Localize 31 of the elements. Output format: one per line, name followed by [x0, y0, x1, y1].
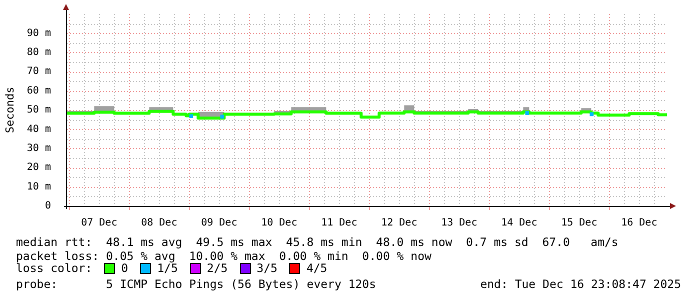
legend-label: 3/5 [256, 261, 278, 275]
text: end: Tue Dec 16 23:08:47 2025 [480, 277, 681, 291]
x-tick-label: 16 Dec [621, 218, 658, 229]
legend-label: 4/5 [306, 261, 328, 275]
legend-label: 1/5 [157, 261, 178, 275]
text: probe: 5 ICMP Echo Pings (56 Bytes) every 120s [16, 277, 376, 291]
x-tick-label: 13 Dec [441, 218, 478, 229]
y-tick-label: 80 m [26, 46, 51, 58]
x-tick-label: 07 Dec [81, 218, 118, 229]
y-tick-label: 90 m [26, 28, 51, 39]
text: median rtt: 48.1 ms avg 49.5 ms max 45.8 ms min 48.0 ms now 0.7 ms sd 67.0 am/s [16, 235, 618, 249]
text: packet loss: 0.05 % avg 10.00 % max 0.00 % min 0.00 % now [16, 249, 432, 263]
x-tick-label: 11 Dec [321, 218, 358, 229]
y-tick-label: 50 m [26, 104, 51, 116]
x-tick-label: 08 Dec [141, 218, 178, 229]
legend-title: loss color: [16, 261, 92, 275]
y-axis-title: Seconds [3, 86, 16, 134]
y-tick-label: 30 m [26, 142, 51, 154]
y-tick-label: 70 m [26, 66, 51, 78]
x-tick-label: 09 Dec [201, 218, 238, 229]
legend-label: 0 [121, 261, 128, 275]
y-tick-label: 60 m [26, 85, 51, 96]
y-tick-label: 40 m [26, 124, 51, 135]
x-tick-label: 12 Dec [381, 218, 418, 229]
y-tick-label: 10 m [26, 181, 51, 192]
y-tick-label: 0 [44, 200, 51, 212]
x-tick-label: 10 Dec [261, 218, 298, 229]
x-tick-label: 15 Dec [561, 218, 598, 229]
x-tick-label: 14 Dec [501, 218, 538, 229]
y-tick-label: 20 m [26, 162, 51, 174]
legend-label: 2/5 [206, 261, 228, 275]
